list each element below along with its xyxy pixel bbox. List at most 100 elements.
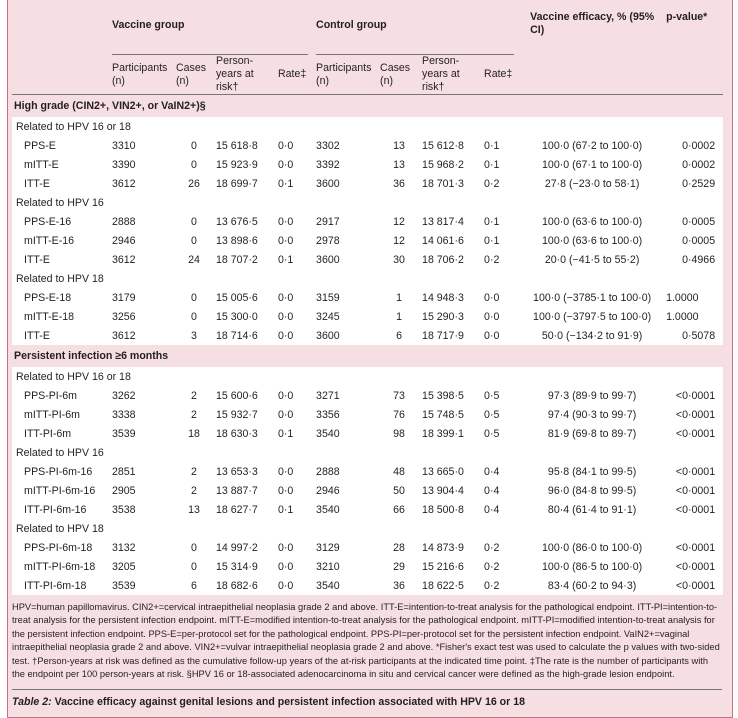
vaccine-efficacy: 100·0 (−3797·5 to 100·0) (522, 307, 663, 326)
vaccine-group-label: Vaccine group (112, 19, 185, 31)
group-label-row: Related to HPV 18 (12, 269, 724, 288)
row-label: PPS-PI-6m (12, 386, 112, 405)
control-person-years: 14 948·3 (418, 288, 483, 307)
control-rate: 0·4 (482, 462, 523, 481)
vaccine-efficacy: 97·4 (90·3 to 99·7) (522, 405, 663, 424)
control-cases: 73 (380, 386, 419, 405)
control-rate: 0·0 (482, 288, 523, 307)
p-value: <0·0001 (662, 538, 724, 557)
table-row: mITT-PI-6m-18 3205 0 15 314·9 0·0 3210 29 15 21… (12, 557, 724, 576)
vaccine-participants: 3205 (112, 557, 176, 576)
control-rate: 0·2 (482, 250, 523, 269)
vaccine-person-years: 18 714·6 (212, 326, 276, 345)
vaccine-person-years: 13 653·3 (212, 462, 276, 481)
control-cases: 1 (380, 288, 419, 307)
vaccine-cases: 2 (176, 386, 212, 405)
vaccine-participants: 3612 (112, 174, 176, 193)
group-label-row: Related to HPV 16 (12, 193, 724, 212)
table-row: ITT-E 3612 26 18 699·7 0·1 3600 36 18 701·3 0·2 2… (12, 174, 724, 193)
control-participants: 2978 (316, 231, 381, 250)
vaccine-rate: 0·0 (276, 462, 317, 481)
vaccine-rate: 0·1 (276, 174, 317, 193)
p-value: <0·0001 (662, 462, 724, 481)
vaccine-cases: 0 (176, 288, 212, 307)
group-label: Related to HPV 18 (12, 269, 724, 288)
vaccine-cases: 26 (176, 174, 212, 193)
vaccine-participants: 2888 (112, 212, 176, 231)
vaccine-person-years: 13 887·7 (212, 481, 276, 500)
caption-label: Table 2: (12, 696, 52, 709)
table-row: PPS-E 3310 0 15 618·8 0·0 3302 13 15 612·8 0·1 10… (12, 136, 724, 155)
vaccine-efficacy: 83·4 (60·2 to 94·3) (522, 576, 663, 595)
group-label: Related to HPV 16 (12, 443, 724, 462)
control-person-years-header: Person-years at risk† (422, 55, 460, 93)
vaccine-efficacy: 50·0 (−134·2 to 91·9) (522, 326, 663, 345)
p-value: <0·0001 (662, 500, 724, 519)
section-header-row: High grade (CIN2+, VIN2+, or VaIN2+)§ (12, 94, 724, 117)
vaccine-cases: 0 (176, 155, 212, 174)
vaccine-efficacy: 80·4 (61·4 to 91·1) (522, 500, 663, 519)
control-participants: 3129 (316, 538, 381, 557)
section-title: High grade (CIN2+, VIN2+, or VaIN2+)§ (12, 94, 724, 117)
control-participants: 3392 (316, 155, 381, 174)
row-label: ITT-PI-6m-18 (12, 576, 112, 595)
control-person-years: 18 701·3 (418, 174, 483, 193)
control-rate: 0·1 (482, 155, 523, 174)
row-label: PPS-PI-6m-16 (12, 462, 112, 481)
control-person-years: 18 706·2 (418, 250, 483, 269)
control-rate: 0·2 (482, 557, 523, 576)
vaccine-efficacy: 96·0 (84·8 to 99·5) (522, 481, 663, 500)
vaccine-participants: 2851 (112, 462, 176, 481)
group-label: Related to HPV 18 (12, 519, 724, 538)
table-body: High grade (CIN2+, VIN2+, or VaIN2+)§ Rel… (12, 94, 724, 595)
control-person-years: 18 622·5 (418, 576, 483, 595)
row-label: mITT-E-18 (12, 307, 112, 326)
vaccine-efficacy: 100·0 (86·5 to 100·0) (522, 557, 663, 576)
table-row: mITT-PI-6m 3338 2 15 932·7 0·0 3356 76 15 748·5… (12, 405, 724, 424)
vaccine-efficacy: 81·9 (69·8 to 89·7) (522, 424, 663, 443)
control-participants: 3600 (316, 326, 381, 345)
p-value: 1.0000 (662, 288, 724, 307)
vaccine-efficacy: 100·0 (−3785·1 to 100·0) (522, 288, 663, 307)
row-label: mITT-E (12, 155, 112, 174)
vaccine-cases: 2 (176, 462, 212, 481)
table-row: PPS-E-18 3179 0 15 005·6 0·0 3159 1 14 948·3 0·0… (12, 288, 724, 307)
vaccine-person-years: 18 630·3 (212, 424, 276, 443)
caption-divider (12, 689, 722, 691)
vaccine-cases: 13 (176, 500, 212, 519)
group-label: Related to HPV 16 or 18 (12, 367, 724, 386)
row-label: ITT-E (12, 326, 112, 345)
control-rate: 0·1 (482, 136, 523, 155)
control-participants: 3540 (316, 576, 381, 595)
vaccine-rate: 0·0 (276, 136, 317, 155)
vaccine-cases: 0 (176, 538, 212, 557)
efficacy-subheader-blank (522, 55, 662, 95)
control-rate-header: Rate‡ (484, 68, 513, 80)
p-value: <0·0001 (662, 405, 724, 424)
control-person-years: 18 717·9 (418, 326, 483, 345)
control-participants: 3302 (316, 136, 381, 155)
row-label: ITT-PI-6m-16 (12, 500, 112, 519)
control-participants: 3600 (316, 250, 381, 269)
vaccine-rate: 0·0 (276, 557, 317, 576)
control-participants: 3271 (316, 386, 381, 405)
header-blank (12, 0, 112, 55)
p-value: 0·4966 (662, 250, 724, 269)
table-row: PPS-PI-6m 3262 2 15 600·6 0·0 3271 73 15 398·5 0… (12, 386, 724, 405)
vaccine-participants: 3612 (112, 326, 176, 345)
control-rate: 0·1 (482, 231, 523, 250)
row-label: ITT-E (12, 250, 112, 269)
control-participants: 3600 (316, 174, 381, 193)
table-row: mITT-E-16 2946 0 13 898·6 0·0 2978 12 14 061·6 0… (12, 231, 724, 250)
vaccine-efficacy: 100·0 (67·2 to 100·0) (522, 136, 663, 155)
vaccine-participants: 3612 (112, 250, 176, 269)
control-cases: 36 (380, 576, 419, 595)
p-value: 0·0002 (662, 136, 724, 155)
vaccine-cases: 0 (176, 231, 212, 250)
control-person-years: 15 216·6 (418, 557, 483, 576)
vaccine-participants: 2905 (112, 481, 176, 500)
control-participants: 2917 (316, 212, 381, 231)
p-value: 0·0005 (662, 212, 724, 231)
table-row: mITT-PI-6m-16 2905 2 13 887·7 0·0 2946 50 13 90… (12, 481, 724, 500)
table-row: ITT-PI-6m-18 3539 6 18 682·6 0·0 3540 36 18 622… (12, 576, 724, 595)
